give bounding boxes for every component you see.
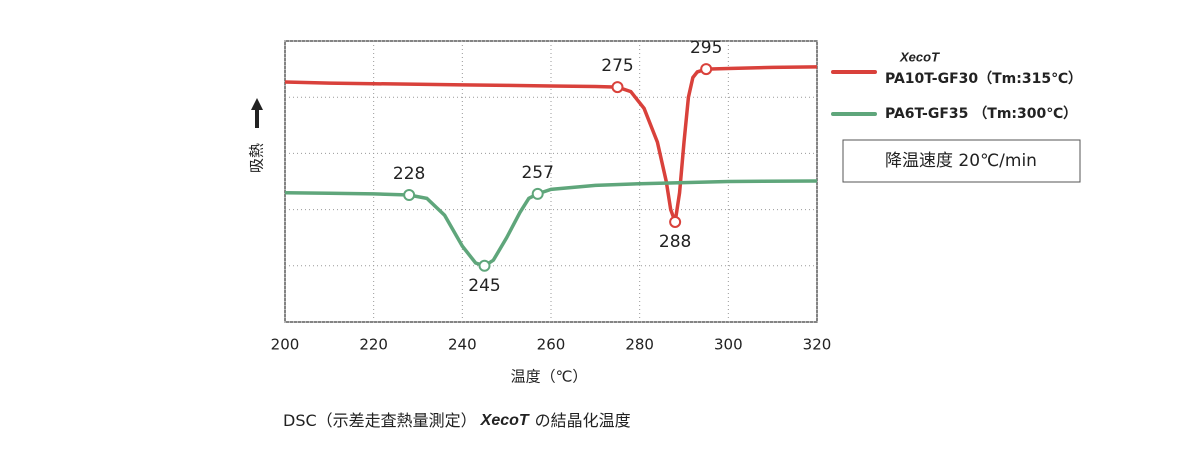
x-tick-label: 300 — [714, 336, 743, 354]
point-marker — [611, 81, 624, 94]
x-tick-label: 200 — [271, 336, 300, 354]
point-label: 295 — [690, 38, 722, 58]
rate-box — [842, 139, 1081, 183]
point-label: 275 — [601, 56, 633, 76]
x-tick-label: 280 — [625, 336, 654, 354]
x-tick-label: 240 — [448, 336, 477, 354]
point-marker — [669, 215, 682, 228]
caption-brand: XecoT — [480, 412, 530, 429]
y-arrow — [251, 98, 263, 128]
point-marker — [403, 188, 416, 201]
caption-suffix: の結晶化温度 — [535, 411, 631, 430]
legend-brand: XecoT — [899, 49, 940, 64]
point-marker — [700, 63, 713, 76]
point-label: 257 — [521, 163, 553, 183]
x-tick-label: 260 — [537, 336, 566, 354]
caption: DSC（示差走査熱量測定） XecoT の結晶化温度 — [283, 411, 631, 430]
point-marker — [478, 259, 491, 272]
series-line — [284, 65, 818, 223]
rate-text: 降温速度 20℃/min — [885, 151, 1037, 171]
point-label: 228 — [393, 164, 425, 184]
point-label: 288 — [659, 232, 691, 252]
y-axis-label: 吸熱 — [248, 143, 266, 173]
point-marker — [531, 187, 544, 200]
caption-prefix: DSC（示差走査熱量測定） — [283, 411, 477, 430]
legend-label: PA6T-GF35 （Tm:300℃） — [885, 106, 1077, 122]
point-label: 245 — [468, 276, 500, 296]
x-tick-label: 320 — [803, 336, 832, 354]
x-tick-label: 220 — [359, 336, 388, 354]
legend-label: PA10T-GF30（Tm:315℃） — [885, 71, 1082, 87]
x-axis-label: 温度（℃） — [511, 368, 588, 386]
